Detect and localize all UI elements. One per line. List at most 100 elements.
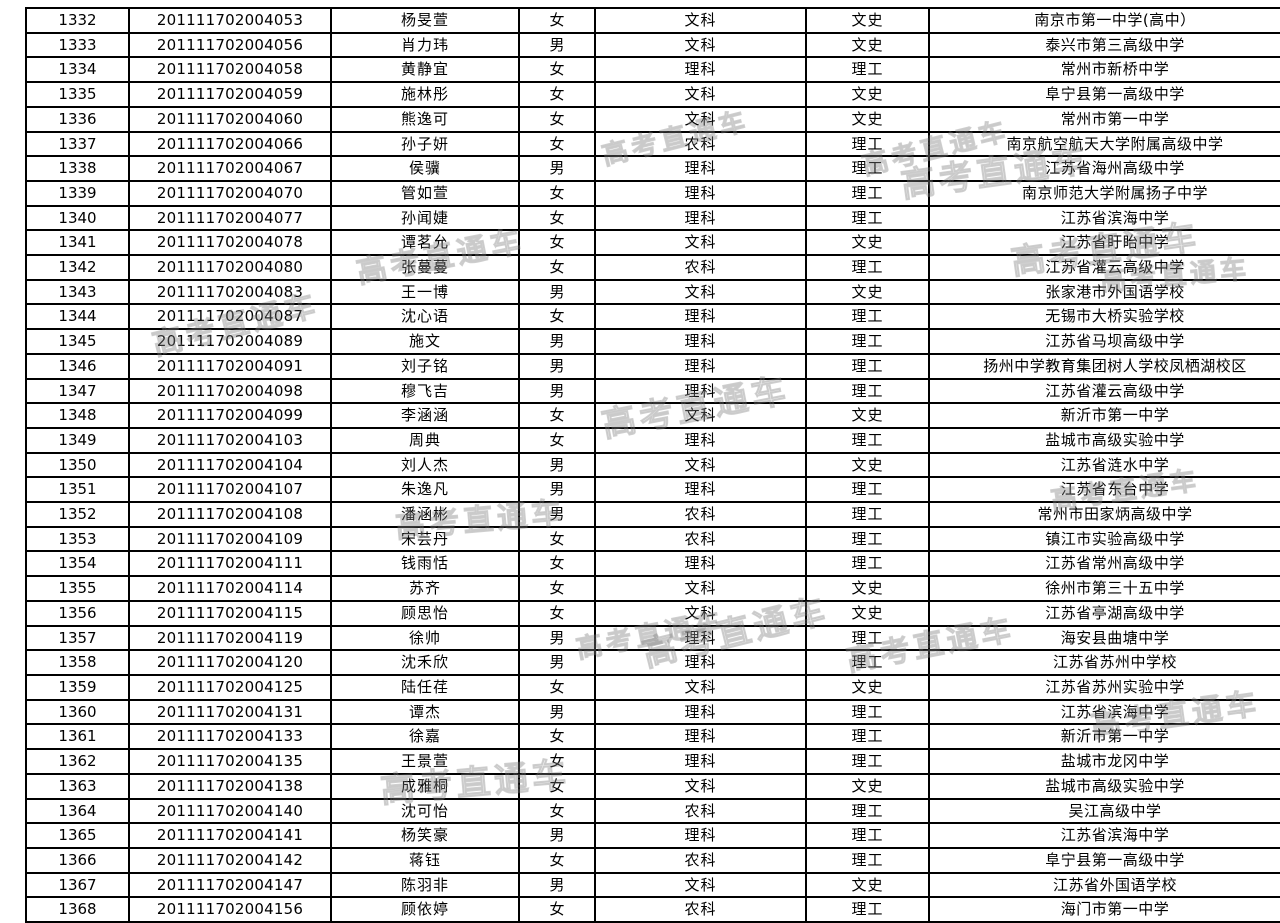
cell-seq: 1357 bbox=[25, 624, 130, 652]
cell-name: 蒋钰 bbox=[330, 846, 520, 874]
cell-school: 南京航空航天大学附属高级中学 bbox=[928, 130, 1280, 158]
cell-name: 朱逸凡 bbox=[330, 476, 520, 504]
table-row: 1365 201111702004141 杨笑豪男理科 理工 江苏省滨海中学 bbox=[25, 822, 1280, 849]
cell-seq: 1338 bbox=[25, 155, 130, 182]
cell-school: 张家港市外国语学校 bbox=[928, 278, 1280, 306]
cell-seq: 1356 bbox=[25, 599, 130, 627]
cell-school: 盐城市高级实验中学 bbox=[928, 426, 1280, 454]
cell-track: 理工 bbox=[805, 748, 930, 775]
cell-subject: 理科 bbox=[594, 155, 807, 182]
cell-track: 理工 bbox=[805, 896, 930, 923]
cell-track: 理工 bbox=[805, 476, 930, 504]
cell-gender: 男 bbox=[518, 278, 596, 306]
cell-gender: 男 bbox=[518, 451, 596, 479]
cell-name: 陆任荏 bbox=[330, 673, 520, 701]
cell-name: 钱雨恬 bbox=[330, 550, 520, 578]
cell-seq: 1361 bbox=[25, 723, 130, 751]
cell-seq: 1334 bbox=[25, 56, 130, 84]
cell-track: 文史 bbox=[805, 7, 930, 34]
table-row: 1367 201111702004147 陈羽非男文科 文史 江苏省外国语学校 bbox=[25, 871, 1280, 899]
cell-seq: 1339 bbox=[25, 179, 130, 207]
cell-track: 文史 bbox=[805, 451, 930, 479]
cell-track: 理工 bbox=[805, 352, 930, 380]
cell-school: 常州市第一中学 bbox=[928, 105, 1280, 133]
table-row: 1357 201111702004119 徐帅男理科 理工 海安县曲塘中学 bbox=[25, 624, 1280, 652]
cell-track: 理工 bbox=[805, 624, 930, 652]
table-row: 1360 201111702004131 谭杰男理科 理工 江苏省滨海中学 bbox=[25, 698, 1280, 726]
cell-name: 王一博 bbox=[330, 278, 520, 306]
cell-track: 文史 bbox=[805, 278, 930, 306]
cell-school: 吴江高级中学 bbox=[928, 797, 1280, 825]
cell-seq: 1340 bbox=[25, 204, 130, 232]
cell-seq: 1353 bbox=[25, 525, 130, 553]
cell-name: 黄静宜 bbox=[330, 56, 520, 84]
cell-seq: 1345 bbox=[25, 328, 130, 355]
cell-gender: 男 bbox=[518, 377, 596, 405]
cell-track: 理工 bbox=[805, 550, 930, 578]
cell-track: 理工 bbox=[805, 56, 930, 84]
cell-track: 理工 bbox=[805, 204, 930, 232]
cell-exam-id: 201111702004070 bbox=[128, 179, 332, 207]
cell-exam-id: 201111702004141 bbox=[128, 822, 332, 849]
cell-gender: 女 bbox=[518, 673, 596, 701]
cell-gender: 女 bbox=[518, 179, 596, 207]
cell-subject: 文科 bbox=[594, 105, 807, 133]
cell-subject: 理科 bbox=[594, 352, 807, 380]
cell-track: 理工 bbox=[805, 501, 930, 528]
cell-exam-id: 201111702004091 bbox=[128, 352, 332, 380]
cell-subject: 理科 bbox=[594, 204, 807, 232]
cell-school: 阜宁县第一高级中学 bbox=[928, 81, 1280, 108]
cell-exam-id: 201111702004067 bbox=[128, 155, 332, 182]
cell-school: 江苏省常州高级中学 bbox=[928, 550, 1280, 578]
table-row: 1347 201111702004098 穆飞吉男理科 理工 江苏省灌云高级中学 bbox=[25, 377, 1280, 405]
cell-track: 文史 bbox=[805, 871, 930, 899]
cell-subject: 理科 bbox=[594, 550, 807, 578]
cell-gender: 女 bbox=[518, 797, 596, 825]
cell-gender: 男 bbox=[518, 871, 596, 899]
cell-name: 孙子妍 bbox=[330, 130, 520, 158]
cell-school: 海门市第一中学 bbox=[928, 896, 1280, 923]
cell-gender: 女 bbox=[518, 748, 596, 775]
cell-gender: 女 bbox=[518, 303, 596, 331]
cell-subject: 农科 bbox=[594, 896, 807, 923]
cell-subject: 文科 bbox=[594, 7, 807, 34]
cell-exam-id: 201111702004089 bbox=[128, 328, 332, 355]
cell-gender: 男 bbox=[518, 649, 596, 676]
cell-subject: 理科 bbox=[594, 426, 807, 454]
cell-seq: 1358 bbox=[25, 649, 130, 676]
cell-school: 江苏省滨海中学 bbox=[928, 822, 1280, 849]
cell-exam-id: 201111702004140 bbox=[128, 797, 332, 825]
cell-subject: 农科 bbox=[594, 501, 807, 528]
cell-subject: 理科 bbox=[594, 303, 807, 331]
cell-track: 理工 bbox=[805, 649, 930, 676]
cell-gender: 男 bbox=[518, 501, 596, 528]
cell-gender: 男 bbox=[518, 822, 596, 849]
table-row: 1368 201111702004156 顾依婷女农科 理工 海门市第一中学 bbox=[25, 896, 1280, 923]
cell-exam-id: 201111702004114 bbox=[128, 575, 332, 602]
cell-seq: 1349 bbox=[25, 426, 130, 454]
cell-school: 镇江市实验高级中学 bbox=[928, 525, 1280, 553]
cell-seq: 1333 bbox=[25, 31, 130, 59]
cell-track: 理工 bbox=[805, 130, 930, 158]
cell-track: 文史 bbox=[805, 81, 930, 108]
cell-school: 新沂市第一中学 bbox=[928, 402, 1280, 429]
table-row: 1341 201111702004078 谭茗允女文科 文史 江苏省盱眙中学 bbox=[25, 229, 1280, 257]
cell-exam-id: 201111702004099 bbox=[128, 402, 332, 429]
cell-track: 文史 bbox=[805, 31, 930, 59]
cell-school: 阜宁县第一高级中学 bbox=[928, 846, 1280, 874]
cell-name: 沈可怡 bbox=[330, 797, 520, 825]
cell-subject: 农科 bbox=[594, 525, 807, 553]
cell-name: 杨笑豪 bbox=[330, 822, 520, 849]
cell-exam-id: 201111702004083 bbox=[128, 278, 332, 306]
cell-name: 侯骥 bbox=[330, 155, 520, 182]
cell-name: 施文 bbox=[330, 328, 520, 355]
cell-track: 理工 bbox=[805, 328, 930, 355]
cell-gender: 女 bbox=[518, 525, 596, 553]
table-row: 1362 201111702004135 王景萱女理科 理工 盐城市龙冈中学 bbox=[25, 748, 1280, 775]
cell-gender: 女 bbox=[518, 81, 596, 108]
cell-seq: 1344 bbox=[25, 303, 130, 331]
cell-seq: 1350 bbox=[25, 451, 130, 479]
cell-subject: 文科 bbox=[594, 451, 807, 479]
cell-gender: 女 bbox=[518, 772, 596, 800]
cell-school: 江苏省滨海中学 bbox=[928, 698, 1280, 726]
